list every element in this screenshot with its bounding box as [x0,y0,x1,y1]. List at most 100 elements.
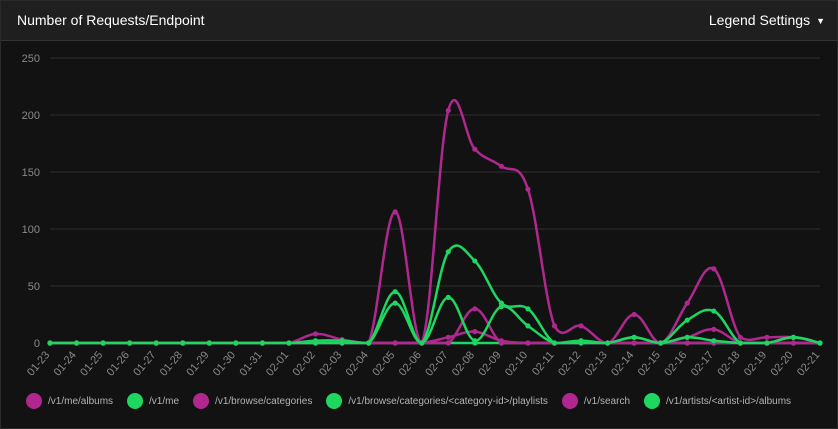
x-tick-label: 01-27 [131,349,158,378]
data-point [711,308,717,314]
data-point [498,163,504,169]
data-point [711,338,717,344]
legend-settings-label: Legend Settings [708,12,811,28]
x-tick-label: 02-04 [344,349,371,378]
data-point [525,323,531,329]
chart-title: Number of Requests/Endpoint [17,12,205,28]
x-tick-label: 02-13 [583,349,610,378]
x-tick-label: 01-23 [25,349,52,378]
y-tick-label: 100 [22,224,40,236]
data-point [419,340,425,346]
x-tick-label: 02-12 [556,349,583,378]
chart-legend: /v1/me/albums/v1/me/v1/browse/categories… [26,390,797,412]
x-tick-label: 01-28 [158,349,185,378]
x-tick-label: 02-01 [264,349,291,378]
series-line [50,307,820,345]
data-point [631,311,637,318]
data-point [498,303,504,310]
legend-item[interactable]: /v1/browse/categories/<category-id>/play… [326,393,548,409]
caret-down-icon: ▼ [816,16,825,27]
data-point [551,323,558,329]
data-point [737,340,743,346]
data-point [472,338,478,344]
legend-item[interactable]: /v1/search [561,393,631,409]
data-point [604,340,611,346]
data-point [684,334,690,340]
legend-label: /v1/search [583,395,631,407]
data-point [472,306,478,312]
data-point [445,334,451,340]
data-point [392,340,398,346]
data-point [684,317,690,323]
data-point [711,326,717,332]
data-point [445,294,451,300]
x-tick-label: 01-24 [52,349,79,378]
x-tick-label: 02-08 [450,349,477,378]
data-point [525,306,531,312]
x-tick-label: 02-14 [609,349,636,378]
data-point [339,340,345,346]
data-point [73,340,80,346]
legend-label: /v1/artists/<artist-id>/albums [666,395,792,407]
data-point [658,340,664,346]
y-tick-label: 250 [22,53,40,65]
x-tick-label: 02-07 [423,349,450,378]
legend-item[interactable]: /v1/me/albums [26,393,113,409]
x-tick-label: 02-10 [503,349,530,378]
legend-item[interactable]: /v1/artists/<artist-id>/albums [644,393,791,409]
data-point [631,334,637,340]
data-point [472,146,478,152]
x-tick-label: 02-15 [636,349,663,378]
legend-label: /v1/me [149,395,180,407]
legend-swatch [644,393,661,409]
y-tick-label: 0 [34,338,40,350]
data-point [790,340,797,346]
data-point [711,266,717,272]
x-tick-label: 02-21 [795,349,822,378]
x-tick-label: 01-29 [184,349,211,378]
legend-swatch [561,393,578,409]
data-point [366,340,372,346]
data-point [233,340,239,346]
data-point [206,340,212,346]
data-point [684,340,690,346]
data-point [445,340,451,346]
data-point [153,340,159,346]
series-line [50,244,821,345]
data-point [578,340,584,346]
x-tick-label: 02-03 [317,349,344,378]
legend-label: /v1/browse/categories [215,395,313,407]
legend-settings-button[interactable]: Legend Settings ▼ [709,12,825,28]
data-point [259,340,266,346]
x-tick-label: 02-16 [662,349,689,378]
data-point [286,340,292,346]
legend-label: /v1/me/albums [48,395,114,407]
data-point [180,340,186,346]
data-point [578,323,584,329]
data-point [392,300,398,306]
data-point [631,340,637,346]
data-point [392,209,398,215]
data-point [472,329,478,335]
y-tick-label: 150 [22,167,40,179]
panel-header: Number of Requests/Endpoint Legend Setti… [1,1,837,41]
data-point [127,340,133,346]
series-line [50,99,821,345]
data-point [764,334,770,340]
y-tick-label: 200 [22,110,40,122]
x-tick-label: 02-02 [291,349,318,378]
data-point [817,340,823,346]
data-point [764,340,770,346]
legend-swatch [127,393,144,409]
x-tick-label: 02-20 [768,349,795,378]
series-line [50,328,820,345]
x-tick-label: 01-26 [105,349,132,378]
data-point [47,340,53,346]
legend-swatch [326,393,343,409]
x-tick-label: 02-18 [715,349,742,378]
legend-item[interactable]: /v1/me [127,393,179,409]
legend-item[interactable]: /v1/browse/categories [193,393,312,409]
x-tick-label: 01-31 [237,349,264,378]
x-tick-label: 01-25 [78,349,105,378]
